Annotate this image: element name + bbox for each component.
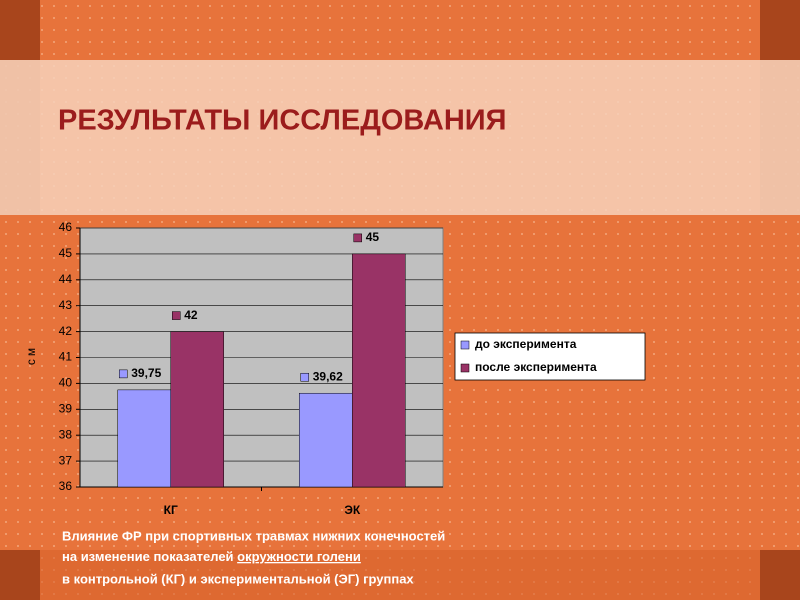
label-marker (172, 311, 181, 320)
corner-block (760, 0, 800, 60)
y-tick-label: 43 (59, 298, 73, 312)
y-tick-label: 41 (59, 350, 73, 364)
legend-swatch (460, 363, 470, 373)
y-tick-label: 44 (59, 272, 73, 286)
y-tick-label: 42 (59, 324, 73, 338)
label-marker (300, 372, 309, 382)
corner-block (0, 0, 40, 60)
legend-swatch (460, 340, 470, 350)
y-tick-label: 37 (59, 453, 73, 467)
bar (299, 392, 353, 488)
y-tick-label: 40 (59, 376, 73, 390)
bar (352, 253, 406, 488)
data-label: 45 (366, 230, 380, 244)
caption: Влияние ФР при спортивных травмах нижних… (62, 528, 445, 543)
x-tick-label: КГ (164, 503, 178, 517)
data-label: 39,62 (313, 369, 343, 383)
corner-block (760, 550, 800, 600)
y-tick-label: 36 (59, 479, 73, 493)
label-marker (119, 369, 128, 379)
corner-block (0, 550, 40, 600)
caption: в контрольной (КГ) и экспериментальной (… (62, 571, 414, 586)
bar (117, 389, 171, 488)
y-axis-label: см (24, 345, 38, 365)
legend (454, 332, 646, 381)
y-tick-label: 46 (59, 220, 73, 234)
legend-label: после эксперимента (475, 360, 597, 374)
data-label: 42 (184, 308, 198, 322)
y-tick-label: 39 (59, 401, 73, 415)
caption: на изменение показателей окружности голе… (62, 549, 361, 564)
legend-label: до эксперимента (475, 337, 577, 351)
data-label: 39,75 (131, 366, 161, 380)
y-tick-label: 45 (59, 246, 73, 260)
y-tick-label: 38 (59, 427, 73, 441)
label-marker (353, 233, 362, 243)
x-tick-label: ЭК (344, 503, 361, 517)
caption-underlined: окружности голени (237, 549, 361, 564)
bottom-band (40, 550, 760, 600)
bar (170, 331, 224, 488)
caption-part: на изменение показателей (62, 549, 237, 564)
title-band (0, 60, 800, 215)
slide-title: РЕЗУЛЬТАТЫ ИССЛЕДОВАНИЯ (58, 105, 506, 137)
